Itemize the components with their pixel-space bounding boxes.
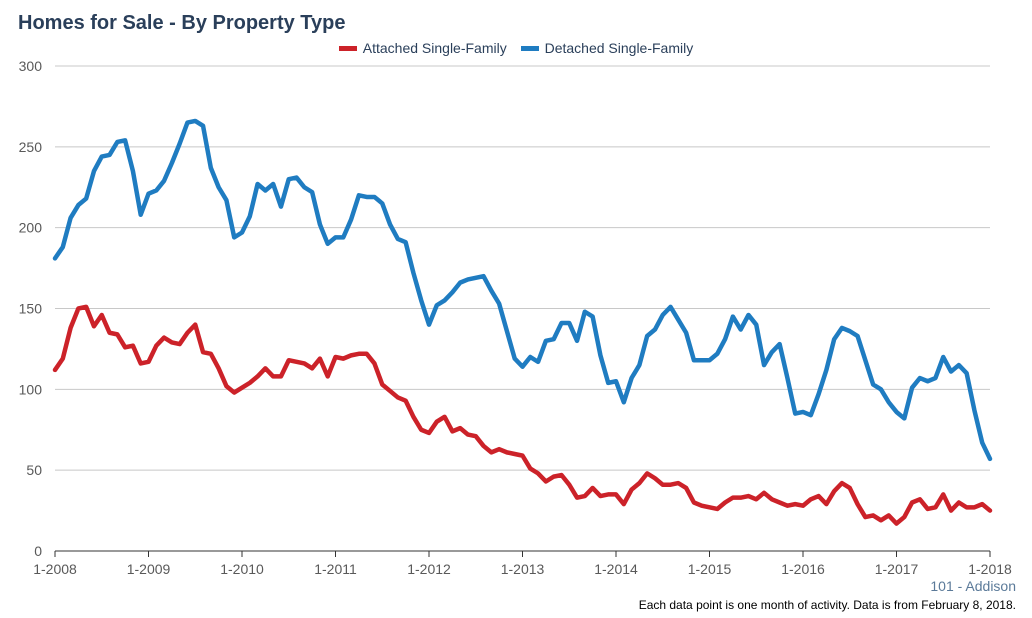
legend: Attached Single-Family Detached Single-F… — [0, 40, 1032, 56]
series-line-detached — [52, 118, 993, 462]
legend-item-detached[interactable]: Detached Single-Family — [520, 40, 694, 56]
x-tick-label: 1-2008 — [33, 561, 77, 577]
x-tick-label: 1-2015 — [688, 561, 732, 577]
x-tick-label: 1-2018 — [968, 561, 1012, 577]
legend-swatch-attached — [338, 45, 357, 51]
series-line-attached — [52, 304, 993, 526]
x-tick-label: 1-2016 — [781, 561, 825, 577]
y-tick-label: 50 — [26, 462, 42, 478]
x-tick-label: 1-2011 — [314, 561, 357, 577]
y-tick-label: 200 — [19, 220, 43, 236]
x-tick-label: 1-2013 — [501, 561, 545, 577]
x-tick-label: 1-2017 — [875, 561, 919, 577]
footnote: Each data point is one month of activity… — [638, 598, 1016, 612]
y-tick-label: 300 — [19, 58, 43, 74]
x-tick-label: 1-2012 — [407, 561, 451, 577]
y-tick-label: 250 — [19, 139, 43, 155]
chart-title: Homes for Sale - By Property Type — [18, 12, 346, 34]
x-tick-label: 1-2010 — [220, 561, 264, 577]
legend-swatch-detached — [520, 45, 539, 51]
x-tick-label: 1-2009 — [127, 561, 171, 577]
y-tick-label: 0 — [34, 543, 42, 559]
y-tick-label: 100 — [19, 381, 43, 397]
x-tick-label: 1-2014 — [594, 561, 638, 577]
area-label: 101 - Addison — [930, 578, 1016, 594]
legend-label-detached: Detached Single-Family — [544, 40, 694, 56]
y-tick-label: 150 — [19, 301, 43, 317]
legend-item-attached[interactable]: Attached Single-Family — [338, 40, 507, 56]
legend-label-attached: Attached Single-Family — [362, 40, 507, 56]
